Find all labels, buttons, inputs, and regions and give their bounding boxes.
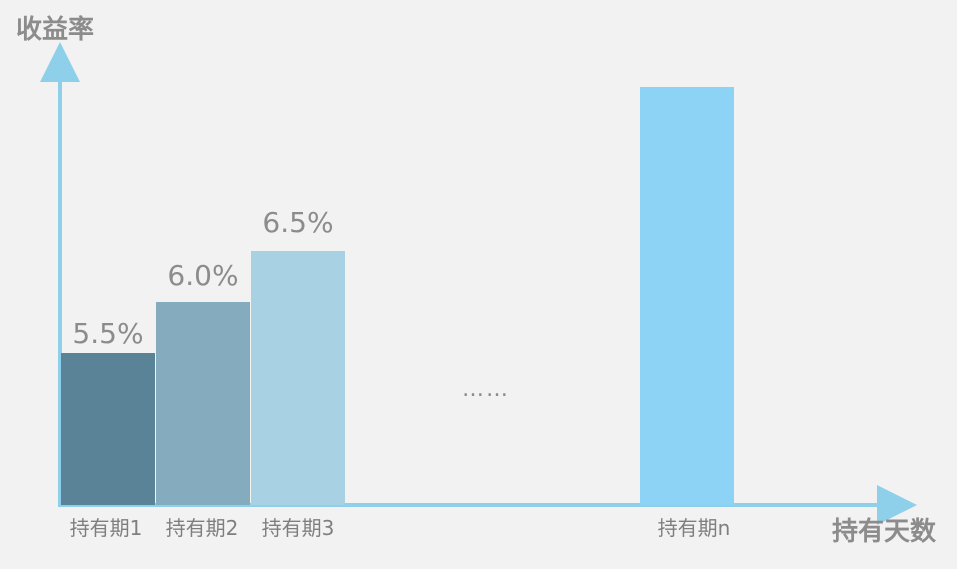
bar-n <box>640 87 734 505</box>
data-label-3: 6.5% <box>262 206 333 239</box>
tick-label-n: 持有期n <box>658 516 731 540</box>
y-axis-title: 收益率 <box>16 14 94 45</box>
bar-2 <box>156 302 250 505</box>
bar-3 <box>251 251 345 505</box>
ellipsis: …… <box>462 377 510 402</box>
x-axis-title: 持有天数 <box>832 517 937 547</box>
tick-label-2: 持有期2 <box>166 516 239 540</box>
bar-1 <box>61 353 155 505</box>
tick-label-3: 持有期3 <box>262 516 335 540</box>
tick-label-1: 持有期1 <box>70 516 143 540</box>
data-label-1: 5.5% <box>72 317 143 350</box>
data-label-2: 6.0% <box>167 259 238 292</box>
